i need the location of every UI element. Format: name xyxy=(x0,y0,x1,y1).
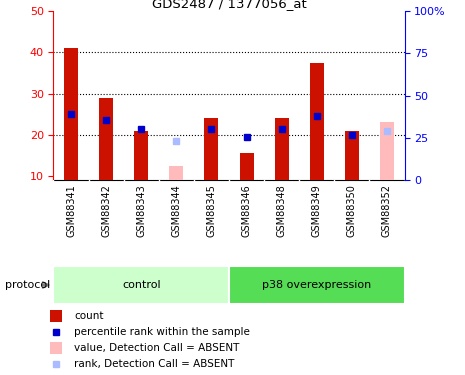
Text: count: count xyxy=(74,310,104,321)
Bar xyxy=(50,309,61,322)
Text: GSM88348: GSM88348 xyxy=(277,184,287,237)
Text: GSM88350: GSM88350 xyxy=(347,184,357,237)
Text: GSM88343: GSM88343 xyxy=(136,184,146,237)
Text: GSM88342: GSM88342 xyxy=(101,184,111,237)
Text: GSM88349: GSM88349 xyxy=(312,184,322,237)
Text: rank, Detection Call = ABSENT: rank, Detection Call = ABSENT xyxy=(74,359,235,369)
Text: p38 overexpression: p38 overexpression xyxy=(262,280,372,290)
Bar xyxy=(134,130,148,180)
Text: GSM88352: GSM88352 xyxy=(382,184,392,237)
Text: GSM88346: GSM88346 xyxy=(241,184,252,237)
Bar xyxy=(275,118,289,180)
Text: GSM88341: GSM88341 xyxy=(66,184,76,237)
Bar xyxy=(99,98,113,180)
Text: protocol: protocol xyxy=(5,280,50,290)
Bar xyxy=(380,122,394,180)
Bar xyxy=(310,63,324,180)
Title: GDS2487 / 1377056_at: GDS2487 / 1377056_at xyxy=(152,0,306,10)
Bar xyxy=(205,118,219,180)
Bar xyxy=(50,342,61,354)
Text: value, Detection Call = ABSENT: value, Detection Call = ABSENT xyxy=(74,343,240,353)
Bar xyxy=(239,153,253,180)
Text: percentile rank within the sample: percentile rank within the sample xyxy=(74,327,250,337)
Bar xyxy=(64,48,78,180)
Text: GSM88344: GSM88344 xyxy=(171,184,181,237)
Text: GSM88345: GSM88345 xyxy=(206,184,217,237)
Bar xyxy=(229,266,405,304)
Bar xyxy=(53,266,229,304)
Text: control: control xyxy=(122,280,160,290)
Bar xyxy=(169,166,183,180)
Bar xyxy=(345,130,359,180)
